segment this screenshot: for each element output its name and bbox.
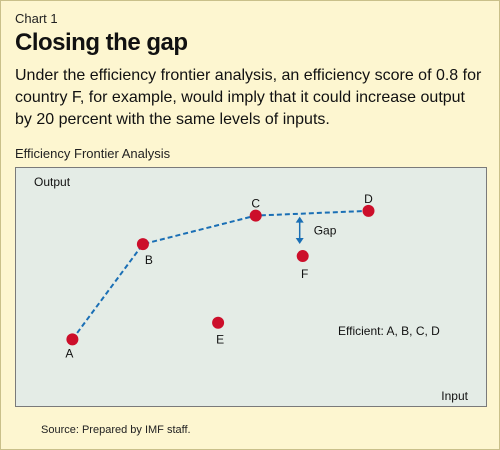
point-c <box>249 209 262 222</box>
point-e <box>212 316 225 329</box>
source-note: Source: Prepared by IMF staff. <box>41 424 191 436</box>
points-layer: A B C D E F <box>65 192 375 360</box>
scatter-plot: Output Input Gap A B C D E F Efficient: A, B,… <box>34 175 469 403</box>
point-f <box>296 250 309 263</box>
chart-number: Chart 1 <box>15 11 58 26</box>
chart-subtitle: Under the efficiency frontier analysis, … <box>15 67 482 128</box>
point-a <box>66 333 79 346</box>
point-b <box>136 238 149 251</box>
x-axis-label: Input <box>441 389 468 403</box>
gap-label: Gap <box>314 223 337 237</box>
point-label-f: F <box>301 267 308 281</box>
point-label-c: C <box>251 197 260 211</box>
frontier-line <box>71 209 369 340</box>
chart-title: Closing the gap <box>15 29 188 56</box>
point-label-a: A <box>65 346 73 360</box>
point-d <box>362 204 375 217</box>
frontier-layer <box>71 209 369 340</box>
gap-layer: Gap <box>295 216 337 245</box>
gap-arrow-head-down <box>295 238 304 245</box>
point-label-b: B <box>145 253 153 267</box>
gap-arrow-head-up <box>295 216 304 223</box>
panel-title: Efficiency Frontier Analysis <box>15 146 171 161</box>
point-label-d: D <box>364 192 373 206</box>
y-axis-label: Output <box>34 175 71 189</box>
plot-area: Output Input Gap A B C D E F Efficient: A, B,… <box>15 167 487 407</box>
efficient-annotation: Efficient: A, B, C, D <box>338 324 440 338</box>
point-label-e: E <box>216 333 224 347</box>
